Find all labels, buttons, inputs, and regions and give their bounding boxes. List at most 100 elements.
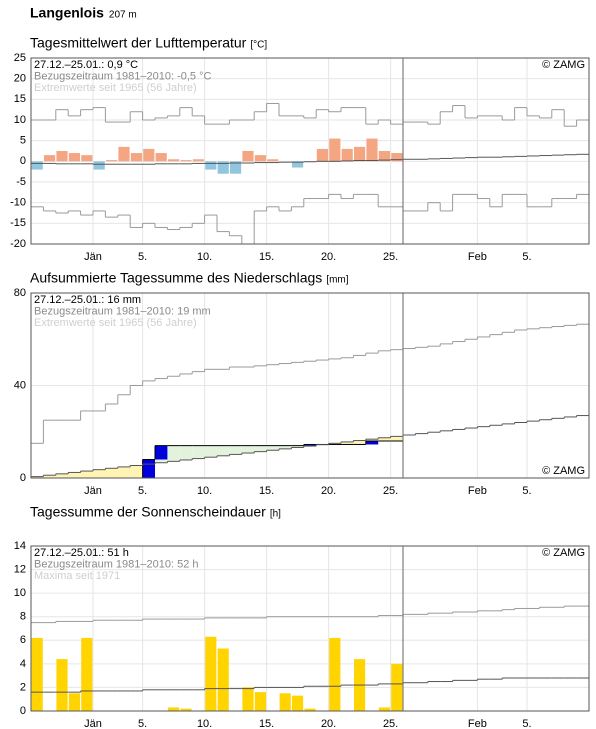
x-tick-label: 5. xyxy=(522,485,531,497)
daily-increment xyxy=(155,445,168,460)
y-tick-label: 5 xyxy=(20,135,26,147)
series-info: Bezugszeitraum 1981–2010: 52 h xyxy=(34,558,199,570)
x-tick-label: 5. xyxy=(138,718,147,729)
bar xyxy=(168,707,180,711)
chart-title: Aufsummierte Tagessumme des Niederschlag… xyxy=(30,270,322,286)
bar xyxy=(205,161,217,170)
y-tick-label: 2 xyxy=(20,681,26,693)
y-tick-label: -20 xyxy=(10,238,26,250)
series-info: 27.12.–25.01.: 16 mm xyxy=(34,294,141,306)
x-tick-label: 25. xyxy=(383,485,398,497)
plot-frame xyxy=(30,545,590,712)
y-tick-label: -10 xyxy=(10,197,26,209)
bar xyxy=(192,159,204,162)
bar xyxy=(93,161,105,170)
difference-fill xyxy=(93,469,106,478)
bar xyxy=(378,151,390,162)
x-tick-label: 15. xyxy=(259,251,274,263)
bar xyxy=(292,695,304,711)
bar xyxy=(354,146,366,162)
difference-fill xyxy=(204,445,217,458)
difference-fill xyxy=(80,471,93,478)
bar xyxy=(180,160,192,162)
series-info: Extremwerte seit 1965 (56 Jahre) xyxy=(34,82,197,94)
bar xyxy=(304,708,316,711)
chart-unit: [mm] xyxy=(326,275,348,286)
difference-fill xyxy=(390,436,403,441)
bar xyxy=(68,153,80,162)
difference-fill xyxy=(266,445,279,451)
bar xyxy=(391,663,403,711)
x-tick-label: Feb xyxy=(468,485,487,497)
plot-frame xyxy=(30,57,590,245)
series-info: Bezugszeitraum 1981–2010: 19 mm xyxy=(34,305,211,317)
credit: © ZAMG xyxy=(542,59,585,71)
bar xyxy=(267,159,279,162)
y-tick-label: 0 xyxy=(20,472,26,484)
y-tick-label: 20 xyxy=(14,73,26,85)
credit: © ZAMG xyxy=(542,465,585,477)
y-tick-label: 4 xyxy=(20,658,26,670)
difference-fill xyxy=(167,445,180,462)
bar xyxy=(81,637,93,711)
difference-fill xyxy=(229,445,242,455)
plot-frame xyxy=(30,292,590,479)
chart-unit: [h] xyxy=(270,509,281,520)
x-tick-label: 20. xyxy=(321,485,336,497)
difference-fill xyxy=(241,445,255,454)
bar xyxy=(168,159,180,162)
y-tick-label: 14 xyxy=(14,540,26,552)
bar xyxy=(217,161,229,174)
x-tick-label: 25. xyxy=(383,251,398,263)
bar xyxy=(31,161,43,170)
bar xyxy=(316,148,328,162)
difference-fill xyxy=(117,466,131,478)
series-info: 27.12.–25.01.: 51 h xyxy=(34,547,129,559)
bar xyxy=(155,153,167,162)
bar xyxy=(56,151,68,162)
difference-fill xyxy=(43,475,56,478)
x-tick-label: 15. xyxy=(259,718,274,729)
x-tick-label: 15. xyxy=(259,485,274,497)
difference-fill xyxy=(328,443,341,445)
difference-fill xyxy=(279,445,292,449)
x-tick-label: 10. xyxy=(197,485,212,497)
difference-fill xyxy=(192,445,205,459)
bar xyxy=(81,155,93,162)
credit: © ZAMG xyxy=(542,547,585,559)
y-tick-label: 0 xyxy=(20,705,26,717)
bar xyxy=(130,153,142,162)
bar xyxy=(242,687,254,711)
bar xyxy=(217,648,229,711)
difference-fill xyxy=(365,439,379,441)
bar xyxy=(329,138,341,162)
difference-fill xyxy=(341,441,354,445)
station-elevation: 207 m xyxy=(109,10,137,21)
daily-increment xyxy=(142,459,155,478)
daily-increment xyxy=(303,444,317,446)
y-tick-label: 10 xyxy=(14,114,26,126)
bar xyxy=(254,692,266,711)
bar xyxy=(279,693,291,711)
bar xyxy=(230,161,242,174)
x-tick-label: 10. xyxy=(197,251,212,263)
x-tick-label: Feb xyxy=(468,718,487,729)
difference-fill xyxy=(217,445,230,456)
y-tick-label: 40 xyxy=(14,379,26,391)
y-tick-label: 15 xyxy=(14,93,26,105)
x-tick-label: 5. xyxy=(138,251,147,263)
difference-fill xyxy=(130,465,143,478)
bar xyxy=(378,707,390,711)
y-tick-label: 8 xyxy=(20,611,26,623)
bar xyxy=(205,636,217,711)
x-tick-label: 10. xyxy=(197,718,212,729)
chart-title: Tagesmittelwert der Lufttemperatur xyxy=(30,35,247,51)
bar xyxy=(118,146,130,162)
y-tick-label: -15 xyxy=(10,217,26,229)
x-tick-label: 5. xyxy=(522,251,531,263)
bar xyxy=(44,155,56,162)
difference-fill xyxy=(291,445,304,448)
difference-fill xyxy=(254,445,267,452)
x-tick-label: 20. xyxy=(321,718,336,729)
